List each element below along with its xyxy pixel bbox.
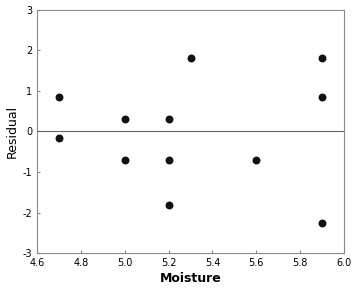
Point [56,95,62,99]
Point [188,55,193,60]
X-axis label: Moisture: Moisture [160,272,221,285]
Point [319,55,325,60]
Point [166,158,172,162]
Point [166,117,172,122]
Point [319,221,325,225]
Point [122,117,128,122]
Y-axis label: Residual: Residual [6,105,19,158]
Point [253,158,259,162]
Point [319,95,325,99]
Point [122,158,128,162]
Point [166,202,172,207]
Point [56,135,62,140]
